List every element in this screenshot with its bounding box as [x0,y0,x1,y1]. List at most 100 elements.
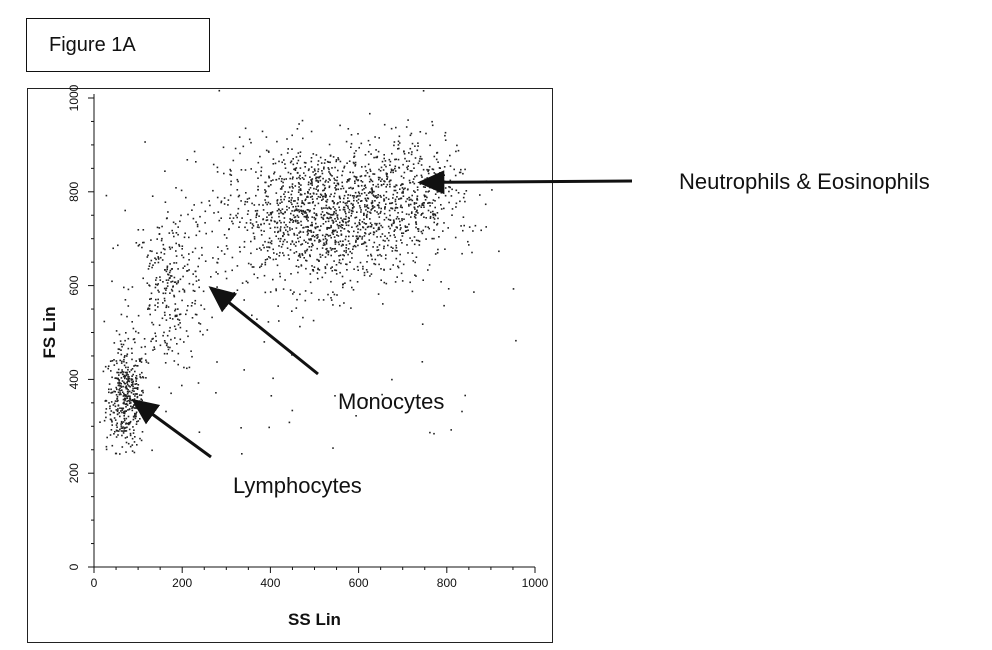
scatter-point [110,419,113,422]
scatter-point [165,217,168,220]
scatter-point [137,384,140,386]
scatter-point [277,204,280,206]
scatter-point [122,371,125,373]
scatter-point [390,171,392,174]
scatter-point [125,385,128,387]
scatter-point [329,217,331,219]
scatter-point [449,186,451,189]
scatter-point [139,359,141,362]
scatter-point [263,230,265,232]
scatter-point [347,194,349,196]
scatter-point [140,346,143,349]
scatter-point [416,149,419,152]
scatter-point [433,432,435,435]
scatter-point [113,433,115,435]
scatter-point [373,231,376,234]
scatter-point [406,226,409,228]
scatter-point [389,185,391,188]
scatter-point [118,393,121,396]
scatter-point [120,427,123,429]
scatter-point [444,187,447,189]
scatter-point [154,257,156,259]
scatter-point [179,220,181,223]
scatter-point [394,200,397,203]
scatter-point [130,369,133,371]
scatter-point [290,193,293,196]
scatter-point [115,424,118,426]
scatter-point [295,208,298,210]
scatter-point [151,250,153,253]
scatter-point [311,184,313,186]
scatter-point [330,236,332,239]
scatter-point [255,214,258,216]
scatter-point [261,130,264,133]
scatter-point [306,209,309,211]
scatter-point [251,314,253,317]
scatter-point [351,257,353,259]
scatter-point [144,353,147,355]
scatter-point [354,245,357,248]
scatter-point [174,223,177,225]
scatter-point [160,251,162,254]
scatter-point [395,126,397,129]
scatter-point [308,168,310,170]
scatter-point [127,395,129,397]
scatter-point [314,170,316,172]
scatter-point [382,169,385,171]
scatter-point [213,212,215,214]
scatter-point [288,200,290,203]
scatter-point [288,221,291,224]
scatter-point [353,155,356,158]
scatter-point [236,216,238,219]
scatter-point [170,275,173,277]
scatter-point [422,186,425,188]
scatter-point [181,254,183,257]
scatter-point [310,238,312,240]
scatter-point [128,390,131,393]
scatter-point [188,259,190,261]
scatter-point [230,170,232,172]
scatter-point [129,434,132,437]
scatter-point [361,221,364,223]
scatter-point [309,273,312,275]
scatter-point [188,366,191,369]
scatter-point [449,165,452,167]
scatter-point [163,253,166,255]
scatter-point [363,192,366,194]
scatter-point [132,373,134,376]
scatter-point [239,250,241,253]
scatter-point [352,171,354,174]
scatter-point [294,167,297,170]
scatter-point [217,273,219,275]
scatter-point [123,392,125,395]
scatter-point [176,343,178,345]
scatter-point [340,188,342,190]
scatter-point [436,173,439,176]
scatter-point [152,264,154,266]
scatter-point [334,251,336,253]
scatter-point [413,203,416,205]
scatter-point [297,222,300,224]
scatter-point [421,158,423,160]
scatter-point [126,395,128,398]
scatter-point [250,252,252,255]
x-tick-label: 0 [91,576,98,590]
scatter-point [373,262,375,265]
scatter-point [304,174,307,177]
scatter-point [132,385,134,388]
scatter-point [349,261,351,263]
scatter-point [115,436,118,438]
scatter-point [406,168,409,171]
scatter-point [405,213,408,215]
scatter-point [411,142,414,145]
scatter-point [419,131,422,133]
scatter-point [175,250,177,252]
scatter-point [449,179,452,182]
scatter-point [258,247,261,249]
scatter-point [406,166,408,169]
scatter-point [418,244,421,246]
scatter-point [333,236,336,238]
scatter-point [279,230,282,232]
scatter-point [316,176,319,179]
scatter-point [337,225,340,227]
